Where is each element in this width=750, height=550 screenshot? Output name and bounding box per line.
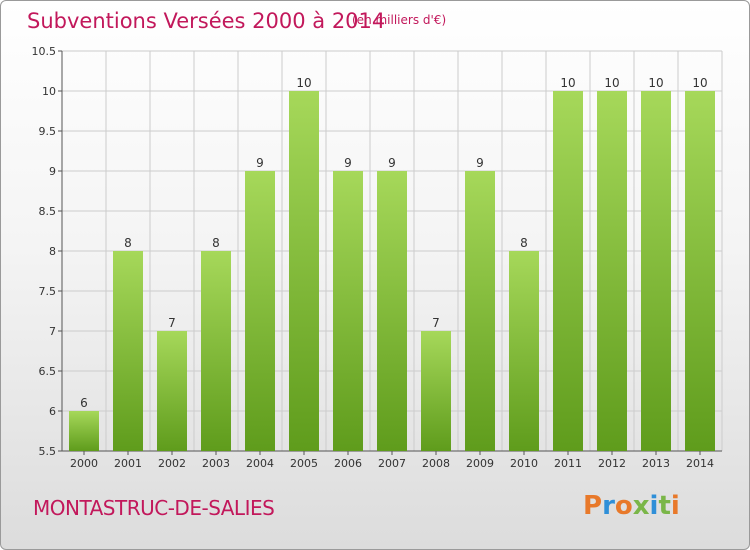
bar bbox=[245, 171, 275, 451]
data-label: 8 bbox=[520, 236, 528, 250]
x-tick-label: 2003 bbox=[202, 457, 230, 470]
logo-letter: t bbox=[658, 491, 671, 521]
x-tick-label: 2005 bbox=[290, 457, 318, 470]
chart-title: Subventions Versées 2000 à 2014 bbox=[27, 9, 386, 33]
y-tick-label: 10.5 bbox=[32, 45, 57, 58]
bar bbox=[597, 91, 627, 451]
chart-subtitle: (en milliers d'€) bbox=[352, 13, 447, 27]
logo-letter: x bbox=[632, 491, 650, 521]
data-label: 7 bbox=[168, 316, 176, 330]
bar bbox=[421, 331, 451, 451]
x-tick-label: 2013 bbox=[642, 457, 670, 470]
y-tick-label: 7.5 bbox=[39, 285, 57, 298]
proxiti-logo[interactable]: Proxiti bbox=[583, 491, 680, 521]
data-label: 7 bbox=[432, 316, 440, 330]
bar bbox=[509, 251, 539, 451]
x-tick-label: 2009 bbox=[466, 457, 494, 470]
x-tick-label: 2010 bbox=[510, 457, 538, 470]
bar bbox=[641, 91, 671, 451]
x-tick-label: 2002 bbox=[158, 457, 186, 470]
data-label: 10 bbox=[604, 76, 619, 90]
bar bbox=[377, 171, 407, 451]
x-tick-label: 2014 bbox=[686, 457, 714, 470]
x-tick-label: 2008 bbox=[422, 457, 450, 470]
labels: 2000 6 2001 8 2002 7 2003 8 2004 9 2005 10 2006 9 2007… bbox=[70, 76, 714, 470]
x-tick-label: 2004 bbox=[246, 457, 274, 470]
y-tick-label: 8 bbox=[49, 245, 56, 258]
data-label: 8 bbox=[124, 236, 132, 250]
bar bbox=[553, 91, 583, 451]
data-label: 6 bbox=[80, 396, 88, 410]
data-label: 10 bbox=[560, 76, 575, 90]
data-label: 9 bbox=[388, 156, 396, 170]
y-tick-label: 8.5 bbox=[39, 205, 57, 218]
bar bbox=[157, 331, 187, 451]
data-label: 10 bbox=[692, 76, 707, 90]
bar bbox=[465, 171, 495, 451]
x-tick-label: 2001 bbox=[114, 457, 142, 470]
data-label: 9 bbox=[476, 156, 484, 170]
x-tick-label: 2012 bbox=[598, 457, 626, 470]
data-label: 10 bbox=[296, 76, 311, 90]
y-tick-label: 6 bbox=[49, 405, 56, 418]
logo-letter: i bbox=[670, 491, 680, 521]
data-label: 9 bbox=[344, 156, 352, 170]
x-tick-label: 2000 bbox=[70, 457, 98, 470]
y-tick-label: 9.5 bbox=[39, 125, 57, 138]
y-tick-label: 5.5 bbox=[39, 445, 57, 458]
bar bbox=[289, 91, 319, 451]
bar bbox=[113, 251, 143, 451]
data-label: 8 bbox=[212, 236, 220, 250]
data-label: 9 bbox=[256, 156, 264, 170]
logo-letter: P bbox=[583, 491, 603, 521]
y-tick-label: 10 bbox=[42, 85, 56, 98]
y-tick-label: 9 bbox=[49, 165, 56, 178]
logo-letter: o bbox=[614, 491, 633, 521]
bars bbox=[69, 91, 715, 451]
y-tick-label: 6.5 bbox=[39, 365, 57, 378]
commune-name: MONTASTRUC-DE-SALIES bbox=[33, 496, 275, 520]
bar bbox=[685, 91, 715, 451]
bar bbox=[333, 171, 363, 451]
data-label: 10 bbox=[648, 76, 663, 90]
y-tick-label: 7 bbox=[49, 325, 56, 338]
x-tick-label: 2007 bbox=[378, 457, 406, 470]
bar bbox=[201, 251, 231, 451]
bar bbox=[69, 411, 99, 451]
logo-letter: i bbox=[649, 491, 659, 521]
x-tick-label: 2006 bbox=[334, 457, 362, 470]
x-tick-label: 2011 bbox=[554, 457, 582, 470]
logo-letter: r bbox=[602, 491, 615, 521]
